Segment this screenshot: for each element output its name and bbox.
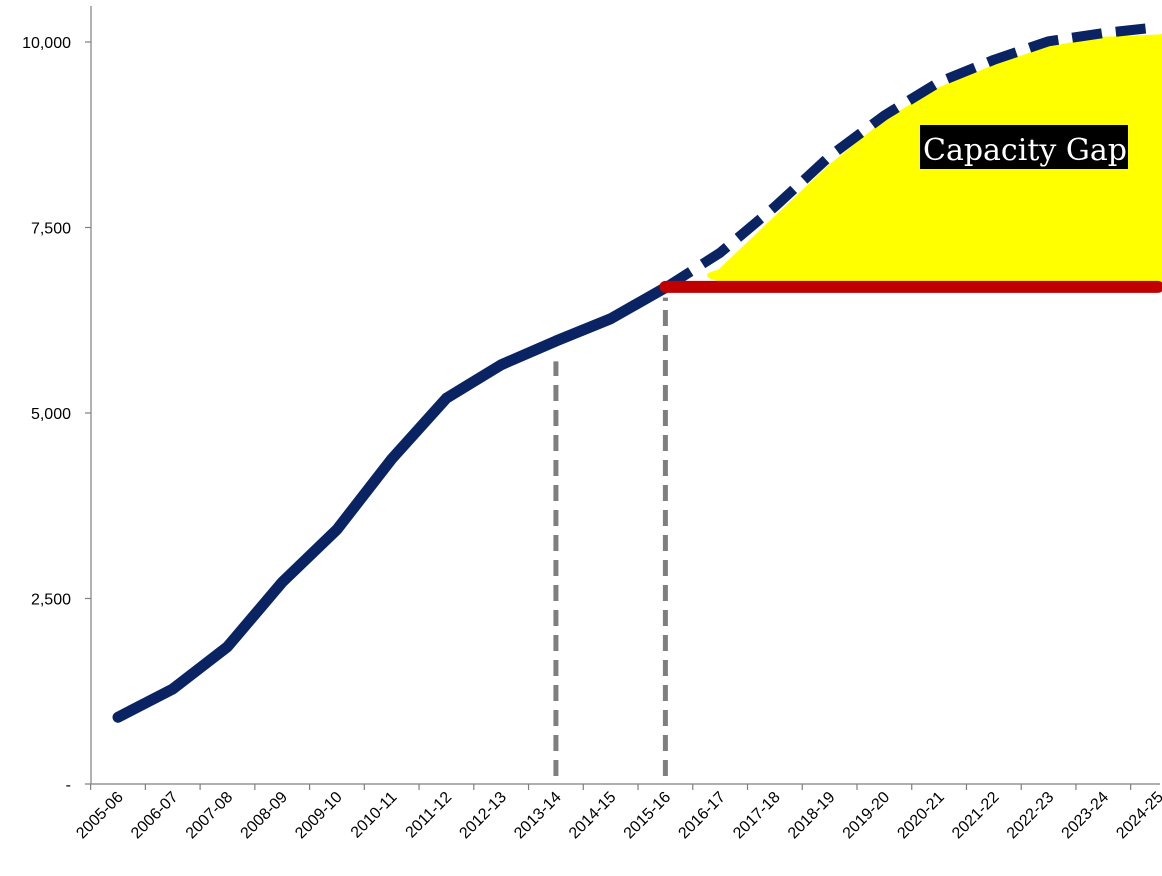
y-tick-label: 5,000 — [31, 406, 71, 423]
x-tick-label: 2021-22 — [949, 789, 1003, 843]
y-tick-label: 2,500 — [31, 592, 71, 609]
y-tick-label: 7,500 — [31, 221, 71, 238]
x-tick-label: 2024-25 — [1113, 789, 1162, 843]
x-tick-label: 2016-17 — [675, 789, 729, 843]
x-tick-label: 2006-07 — [128, 789, 182, 843]
x-tick-label: 2014-15 — [566, 789, 620, 843]
series-line-actual — [118, 288, 665, 718]
x-tick-label: 2022-23 — [1004, 789, 1058, 843]
x-tick-label: 2023-24 — [1059, 789, 1113, 843]
x-tick-label: 2013-14 — [511, 789, 565, 843]
x-tick-label: 2011-12 — [403, 789, 456, 842]
x-tick-label: 2008-09 — [238, 789, 292, 843]
x-tick-label: 2017-18 — [730, 789, 784, 843]
y-tick-label: - — [66, 777, 71, 794]
x-tick-label: 2012-13 — [456, 789, 510, 843]
x-tick-label: 2015-16 — [621, 789, 675, 843]
x-tick-label: 2007-08 — [183, 789, 237, 843]
capacity-gap-label-text: Capacity Gap — [923, 133, 1127, 168]
x-tick-label: 2005-06 — [73, 789, 127, 843]
x-tick-label: 2018-19 — [785, 789, 839, 843]
y-tick-label: 10,000 — [22, 35, 71, 52]
capacity-gap-label: Capacity Gap — [920, 125, 1128, 169]
x-tick-label: 2010-11 — [348, 789, 401, 842]
x-tick-label: 2019-20 — [840, 789, 894, 843]
x-tick-label: 2009-10 — [292, 789, 346, 843]
x-tick-label: 2020-21 — [894, 789, 948, 843]
